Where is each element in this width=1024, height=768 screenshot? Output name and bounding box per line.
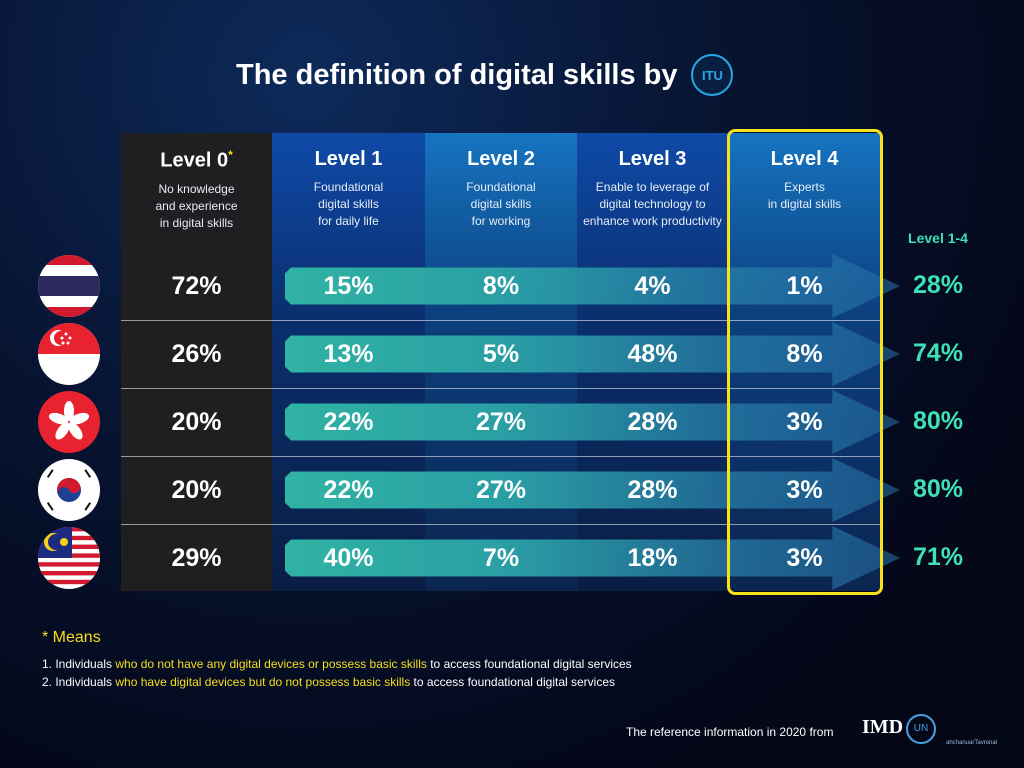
- value-level-0: 72%: [171, 272, 222, 300]
- value-level-3: 28%: [627, 408, 678, 436]
- header-level-1: Level 1 Foundational digital skills for dai…: [272, 133, 425, 252]
- malaysia-flag: [38, 527, 100, 589]
- value-level-2: 7%: [482, 544, 520, 572]
- imd-logo: IMD: [862, 716, 904, 738]
- value-level-2: 27%: [475, 408, 527, 436]
- level-description: Enable to leverage of digital technology …: [583, 180, 722, 228]
- header-level-0: Level 0* No knowledge and experience in dig…: [121, 133, 272, 252]
- title-text: The definition of digital skills by: [236, 58, 678, 91]
- itu-logo: ITU: [691, 54, 734, 96]
- footnote-line-2: 2. Individuals who have digital devices …: [42, 675, 615, 689]
- level-title: Level 2: [467, 148, 535, 170]
- un-logo: UN: [906, 714, 936, 744]
- level-description: No knowledge and experience in digital ski…: [155, 181, 238, 230]
- header-level-3: Level 3 Enable to leverage of digital tech…: [577, 133, 728, 252]
- value-level-3: 4%: [634, 272, 671, 300]
- column-level-0: [121, 133, 272, 591]
- value-level-0: 29%: [171, 544, 222, 572]
- value-level-0: 26%: [171, 340, 222, 368]
- value-level-3: 18%: [627, 544, 678, 572]
- value-level-4: 3%: [786, 544, 823, 572]
- header-level-4: Level 4 Experts in digital skills: [728, 133, 881, 252]
- header-level-2: Level 2 Foundational digital skills for wor…: [425, 133, 577, 252]
- value-level-0: 20%: [171, 408, 222, 436]
- row-divider: [121, 320, 881, 321]
- level-description: Foundational digital skills for working: [466, 180, 536, 228]
- row-divider: [121, 388, 881, 389]
- value-level-4: 8%: [786, 340, 823, 368]
- thailand-flag: [38, 255, 100, 317]
- value-level-2: 27%: [475, 476, 527, 504]
- total-value: 80%: [912, 407, 964, 435]
- total-value: 71%: [912, 543, 964, 571]
- value-level-1: 22%: [323, 476, 374, 504]
- level-title: Level 1: [314, 148, 383, 170]
- total-value: 28%: [912, 271, 964, 299]
- value-level-1: 13%: [323, 340, 374, 368]
- level-title: Level 0*: [160, 148, 233, 172]
- singapore-flag: [38, 323, 100, 385]
- footnote-title: * Means: [42, 629, 101, 646]
- value-level-1: 40%: [323, 544, 374, 572]
- value-level-3: 48%: [627, 340, 678, 368]
- level-title: Level 3: [618, 148, 687, 170]
- footnote-line-1: 1. Individuals who do not have any digit…: [42, 657, 632, 671]
- total-value: 74%: [912, 339, 964, 367]
- south-korea-flag: [38, 459, 100, 521]
- value-level-1: 15%: [323, 272, 374, 300]
- value-level-4: 1%: [786, 272, 823, 300]
- value-level-3: 28%: [627, 476, 678, 504]
- value-level-1: 22%: [323, 408, 374, 436]
- total-value: 80%: [912, 475, 964, 503]
- row-divider: [121, 524, 881, 525]
- ahchanuar-logo: ahchanuarTavronal: [946, 740, 998, 746]
- value-level-0: 20%: [171, 476, 222, 504]
- level-4-highlight-frame: [727, 129, 883, 595]
- reference-text: The reference information in 2020 from: [626, 725, 834, 739]
- level-description: Experts in digital skills: [767, 180, 842, 211]
- value-level-2: 5%: [482, 340, 520, 368]
- row-divider: [121, 456, 881, 457]
- value-level-2: 8%: [482, 272, 520, 300]
- asterisk: *: [228, 148, 233, 162]
- hong-kong-flag: [38, 391, 100, 453]
- level-title: Level 4: [770, 148, 839, 170]
- total-label: Level 1-4: [908, 230, 968, 246]
- level-description: Foundational digital skills for daily life: [313, 180, 384, 228]
- page-title: The definition of digital skills by ITU: [236, 54, 734, 96]
- value-level-4: 3%: [786, 476, 823, 504]
- value-level-4: 3%: [786, 408, 823, 436]
